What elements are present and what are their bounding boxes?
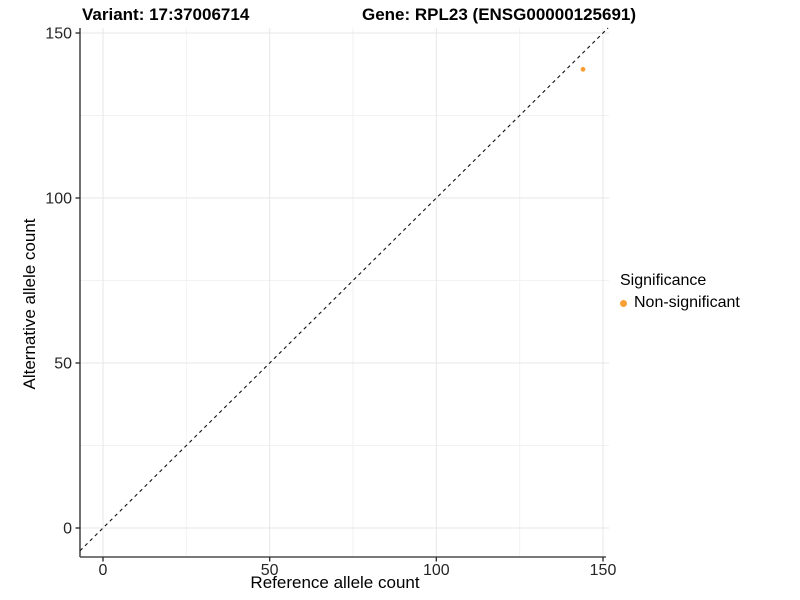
legend-item-non-significant: Non-significant — [620, 294, 740, 312]
x-tick-label: 50 — [261, 562, 279, 579]
x-axis-title: Reference allele count — [250, 573, 420, 592]
legend-item-label: Non-significant — [634, 294, 740, 311]
x-tick-label: 150 — [590, 562, 617, 579]
y-tick-label: 100 — [45, 191, 72, 208]
y-axis-title: Alternative allele count — [20, 218, 39, 390]
plot-title-variant: Variant: 17:37006714 — [82, 5, 250, 24]
x-tick-label: 100 — [423, 562, 450, 579]
x-tick-label: 0 — [99, 562, 108, 579]
legend-key-dot-icon — [620, 299, 627, 307]
data-point — [580, 66, 586, 72]
y-tick-label: 0 — [63, 521, 72, 538]
legend: Significance Non-significant — [620, 272, 740, 312]
identity-line — [79, 27, 609, 552]
y-tick-label: 50 — [54, 356, 72, 373]
legend-title: Significance — [620, 272, 707, 289]
plot-title-gene: Gene: RPL23 (ENSG00000125691) — [362, 5, 637, 24]
y-tick-label: 150 — [45, 26, 72, 43]
